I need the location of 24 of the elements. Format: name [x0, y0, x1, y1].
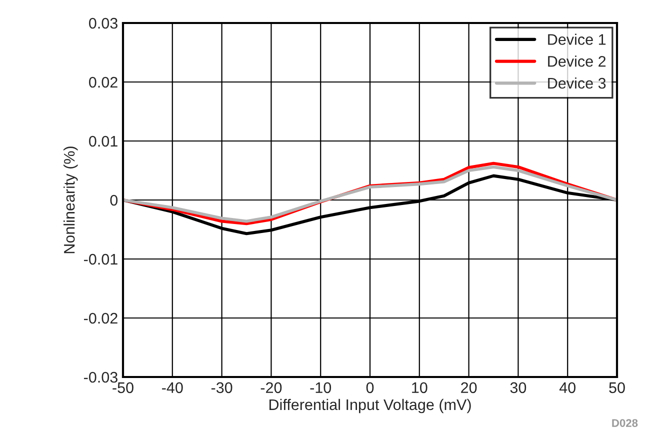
- x-tick-label: 50: [609, 382, 625, 394]
- x-tick-label: -30: [211, 382, 232, 394]
- legend-label: Device 2: [548, 56, 606, 67]
- x-tick-label: 10: [412, 382, 428, 394]
- x-tick-label: 40: [559, 382, 576, 394]
- y-tick-label: 0.02: [89, 76, 118, 88]
- x-axis-title: Differential Input Voltage (mV): [269, 398, 471, 414]
- y-tick-label: 0.01: [89, 136, 118, 147]
- y-tick-label: 0: [110, 194, 118, 206]
- x-tick-label: -40: [162, 382, 183, 394]
- y-axis-title: Nonlinearity (%): [64, 146, 78, 254]
- x-tick-label: 0: [366, 382, 374, 394]
- legend-label: Device 3: [548, 77, 606, 89]
- y-tick-label: -0.01: [84, 254, 118, 265]
- x-tick-label: -10: [310, 382, 332, 394]
- x-tick-label: 20: [461, 382, 477, 394]
- y-tick-label: -0.02: [84, 312, 118, 324]
- y-tick-label: -0.03: [84, 372, 118, 383]
- legend-label: Device 1: [548, 34, 606, 45]
- x-tick-label: 30: [510, 382, 526, 394]
- y-tick-label: 0.03: [89, 18, 118, 29]
- x-tick-label: -20: [260, 382, 282, 394]
- x-tick-label: -50: [112, 382, 134, 394]
- text: D028: [612, 419, 638, 427]
